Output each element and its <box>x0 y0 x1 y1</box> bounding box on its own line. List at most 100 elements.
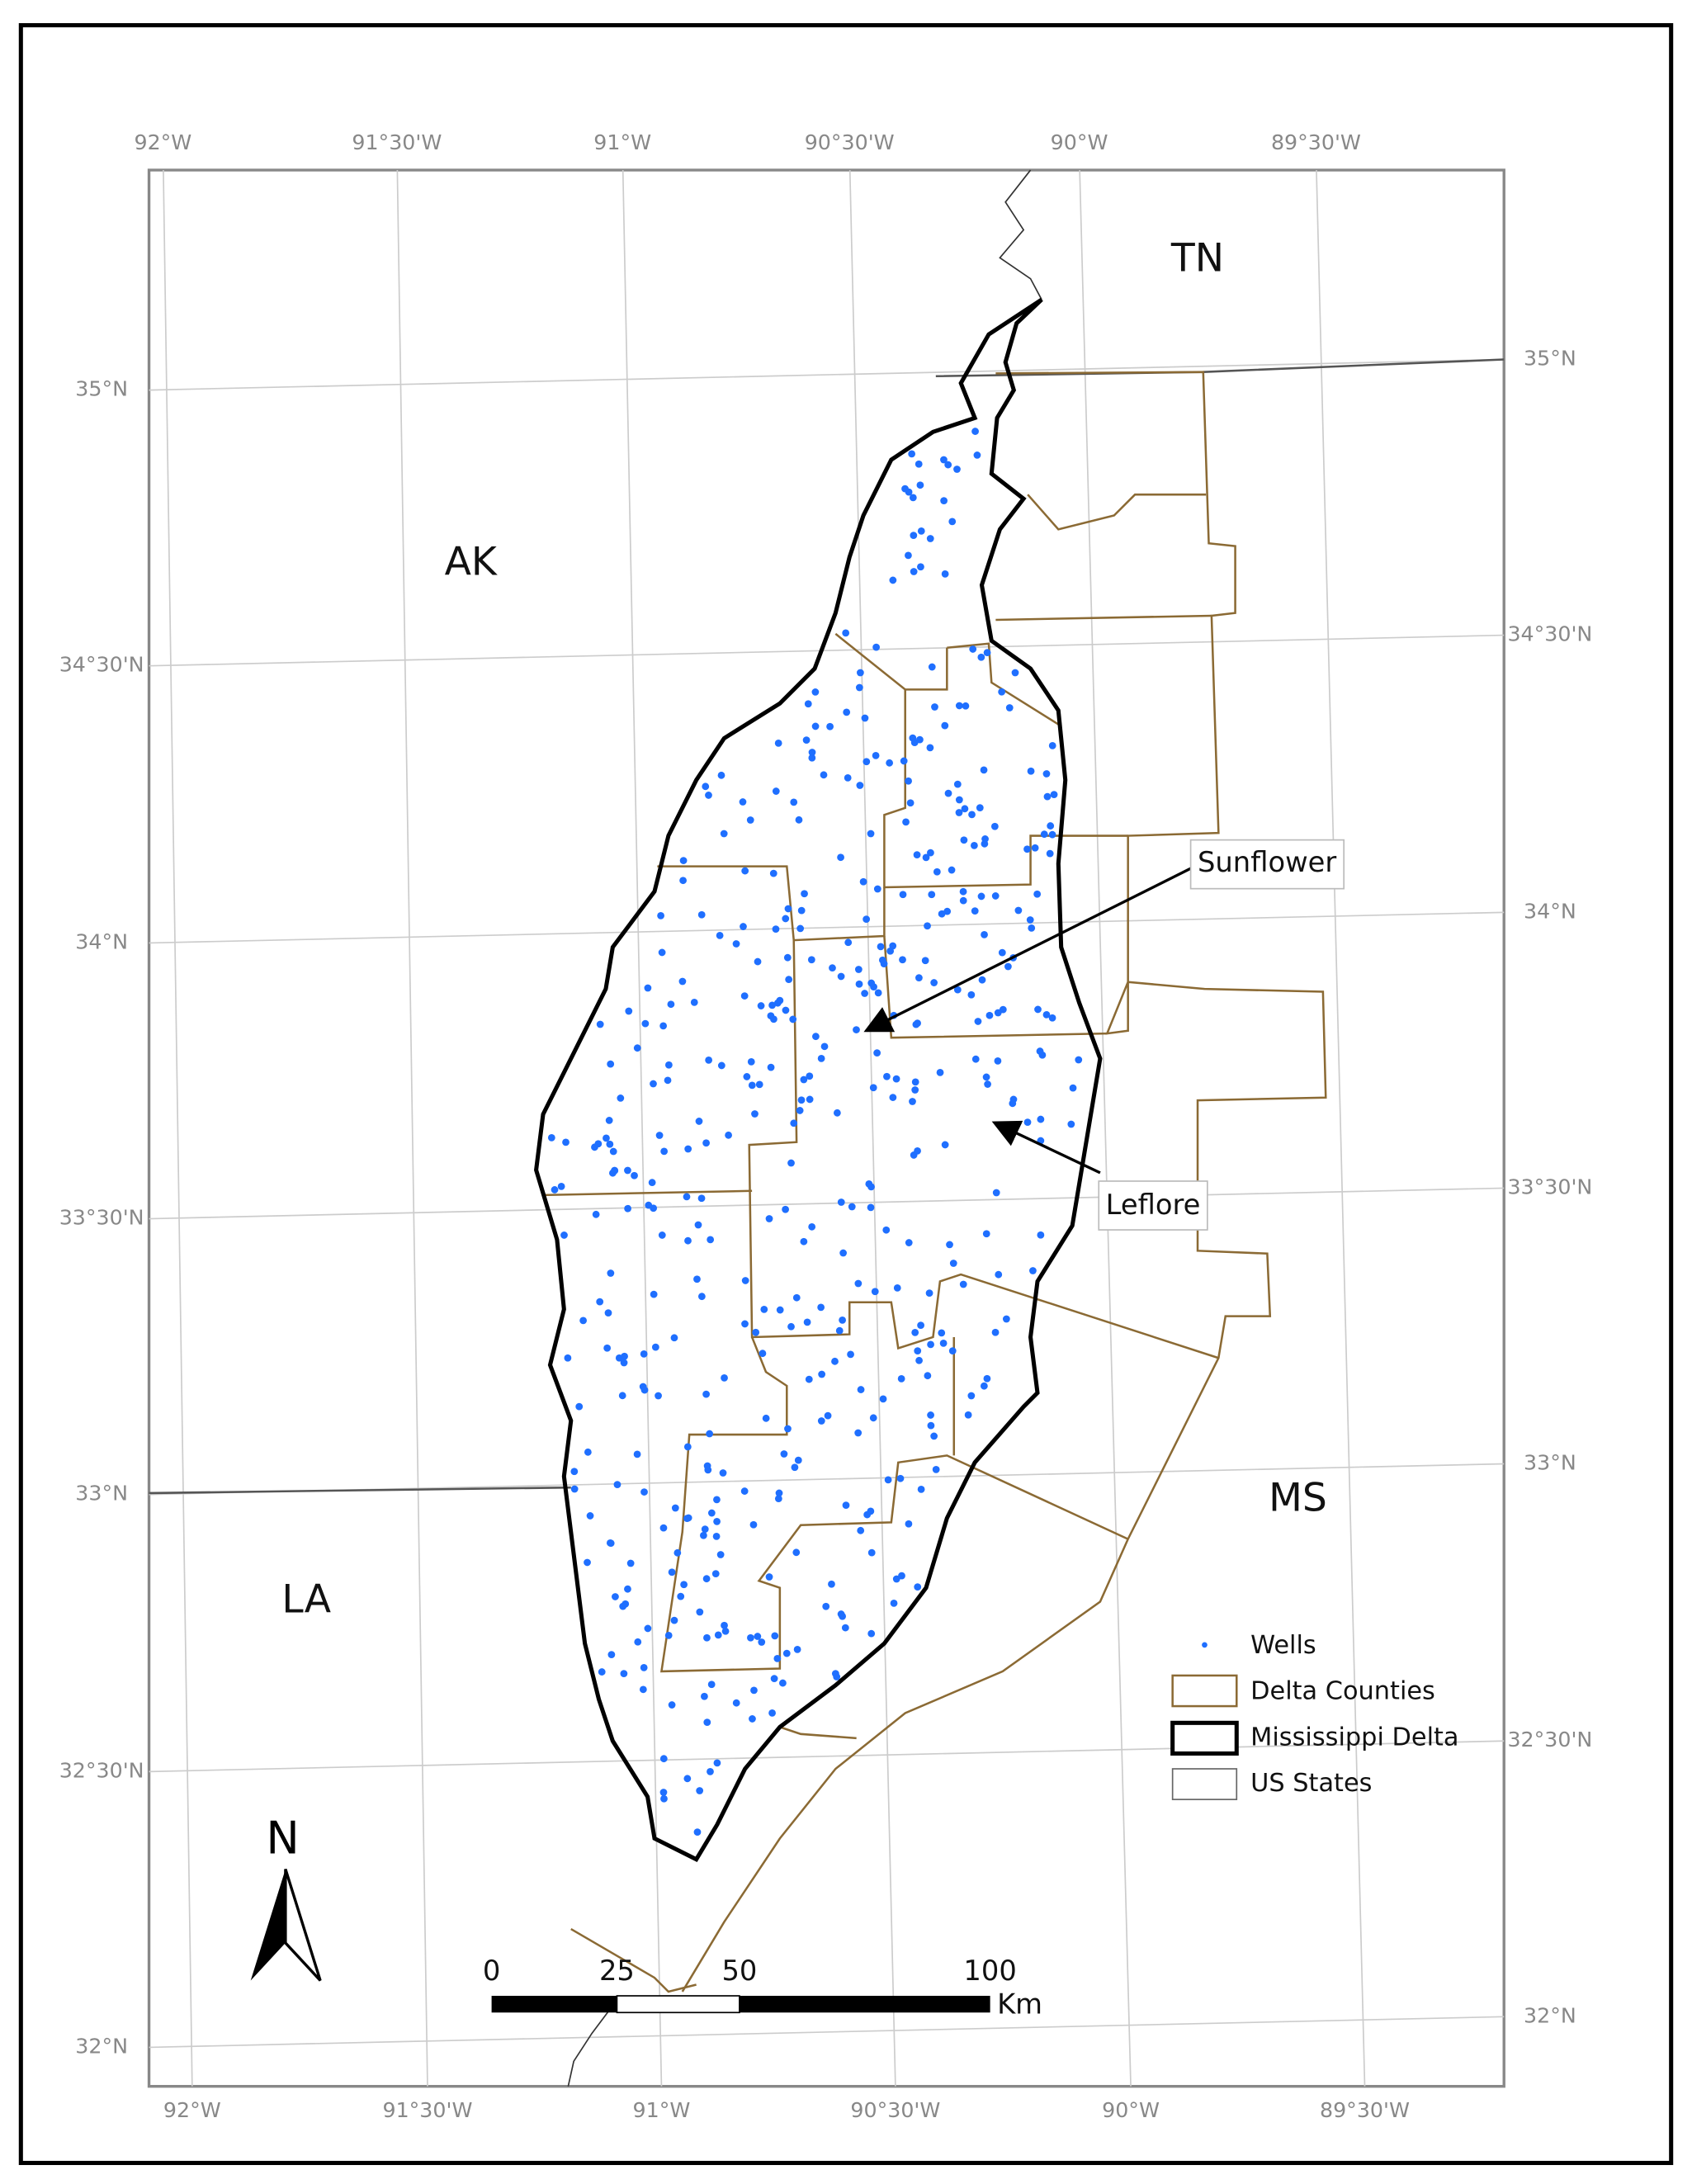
well <box>874 989 882 997</box>
well <box>867 979 876 987</box>
well <box>843 708 851 716</box>
graticule-label: 34°N <box>75 929 128 953</box>
well <box>990 822 999 830</box>
well <box>664 1631 673 1639</box>
well <box>634 1638 642 1646</box>
well <box>953 466 961 473</box>
legend-label: US States <box>1250 1769 1372 1798</box>
well <box>684 1145 692 1153</box>
well <box>754 957 762 966</box>
well <box>1047 822 1055 830</box>
well <box>631 1171 638 1179</box>
well <box>640 1386 649 1394</box>
well <box>620 1670 628 1677</box>
well <box>787 1322 795 1331</box>
scale-segment <box>491 1996 617 2013</box>
well <box>1028 924 1036 932</box>
well <box>941 721 949 730</box>
well <box>575 1402 584 1411</box>
well <box>902 818 910 826</box>
well <box>797 906 806 915</box>
well <box>679 857 688 864</box>
annotation-arrow <box>863 865 1196 1033</box>
well <box>604 1309 612 1317</box>
well <box>684 1514 692 1522</box>
well <box>680 1581 688 1589</box>
graticule-label: 32°30'N <box>1507 1728 1592 1751</box>
well <box>867 1548 876 1557</box>
well <box>768 1709 776 1717</box>
well <box>651 1343 659 1351</box>
well <box>562 1138 570 1146</box>
well <box>655 1392 662 1400</box>
well <box>579 1317 588 1325</box>
well <box>959 1280 967 1288</box>
well <box>624 1204 631 1213</box>
well <box>925 1289 933 1298</box>
well <box>633 1044 641 1052</box>
well <box>839 1316 847 1324</box>
well <box>754 1633 762 1640</box>
well <box>570 1468 579 1476</box>
well <box>941 1141 949 1149</box>
well <box>760 1305 768 1313</box>
well <box>853 1026 860 1033</box>
well <box>890 1600 898 1607</box>
scale-segment <box>739 1996 990 2013</box>
well <box>837 972 845 981</box>
well <box>854 1429 863 1437</box>
well <box>854 1279 863 1288</box>
well <box>670 1334 678 1342</box>
well <box>747 1633 754 1642</box>
well <box>1026 916 1034 924</box>
well <box>683 1775 692 1783</box>
well <box>908 450 916 458</box>
well <box>684 1236 692 1245</box>
well <box>667 1000 675 1009</box>
well <box>955 796 963 804</box>
well <box>650 1290 658 1298</box>
well <box>917 527 925 535</box>
well <box>1023 1118 1032 1127</box>
well <box>974 1018 982 1025</box>
well <box>707 1681 716 1689</box>
well <box>1034 1005 1042 1014</box>
well <box>916 481 924 489</box>
well <box>1005 704 1014 711</box>
state-label: TN <box>1170 236 1224 281</box>
well <box>808 1222 816 1231</box>
well <box>640 1350 648 1358</box>
well <box>750 1686 758 1695</box>
graticule-line <box>1316 170 1366 2087</box>
well <box>867 1183 875 1191</box>
graticule-label: 33°30'N <box>59 1206 144 1230</box>
well <box>645 1201 653 1209</box>
well <box>844 773 852 782</box>
well <box>962 702 970 710</box>
well <box>620 1359 628 1367</box>
well <box>603 1134 610 1142</box>
well <box>861 714 869 722</box>
well <box>592 1210 600 1218</box>
well <box>670 1616 678 1624</box>
well <box>933 867 941 876</box>
well <box>1023 845 1031 853</box>
well <box>856 669 864 677</box>
well <box>811 688 820 696</box>
well <box>1067 1120 1075 1128</box>
well <box>707 1236 715 1244</box>
well <box>1014 906 1023 915</box>
well <box>603 1344 612 1352</box>
well <box>932 1466 940 1473</box>
well <box>668 1701 676 1709</box>
well <box>889 1094 897 1101</box>
well <box>917 1485 925 1493</box>
well <box>770 1015 777 1023</box>
well <box>922 853 930 862</box>
well <box>703 1633 711 1642</box>
legend-swatch <box>1202 1642 1208 1648</box>
well <box>927 1340 934 1349</box>
well <box>911 1078 919 1086</box>
well <box>606 1539 614 1547</box>
scale-label: 0 <box>483 1955 500 1987</box>
